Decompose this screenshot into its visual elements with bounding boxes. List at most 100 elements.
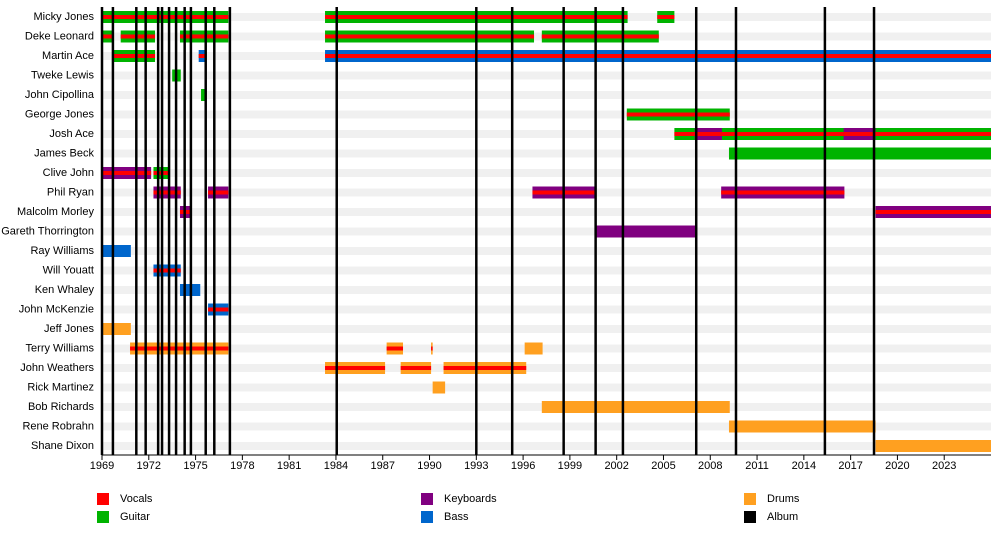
member-bar [102, 323, 131, 335]
row-band [102, 383, 991, 392]
member-bar-stripe [626, 112, 730, 117]
legend-label: Drums [767, 493, 800, 505]
member-bar-stripe [657, 15, 675, 19]
legend-swatch [744, 493, 756, 505]
member-bar-stripe [400, 366, 432, 370]
x-tick-label: 1975 [183, 460, 207, 472]
x-tick-label: 2014 [792, 460, 816, 472]
member-bar-stripe [130, 346, 229, 351]
x-tick-label: 1990 [417, 460, 441, 472]
row-band [102, 422, 991, 431]
member-bar [541, 401, 730, 413]
legend-swatch [97, 511, 109, 523]
legend-label: Bass [444, 511, 469, 523]
x-tick-label: 2011 [745, 460, 769, 472]
x-tick-label: 2023 [932, 460, 956, 472]
member-bar-stripe [443, 366, 527, 370]
member-name: Will Youatt [43, 264, 94, 276]
x-tick-label: 1972 [137, 460, 161, 472]
row-band [102, 149, 991, 158]
row-band [102, 344, 991, 353]
legend-label: Vocals [120, 493, 153, 505]
x-tick-label: 1999 [558, 460, 582, 472]
x-tick-label: 2020 [885, 460, 909, 472]
member-bar-stripe [112, 54, 156, 58]
member-bar-stripe [102, 15, 229, 19]
legend-swatch [421, 511, 433, 523]
member-bar-stripe [694, 132, 722, 136]
member-bar-stripe [153, 268, 181, 273]
member-name: Bob Richards [28, 401, 95, 413]
member-bar-stripe [102, 34, 113, 39]
member-bar [728, 147, 991, 160]
member-name: James Beck [34, 147, 94, 159]
row-band [102, 266, 991, 275]
row-band [102, 71, 991, 80]
member-bar-stripe [208, 190, 229, 195]
member-bar-stripe [179, 34, 229, 39]
x-tick-label: 1984 [324, 460, 348, 472]
row-band [102, 364, 991, 372]
row-band [102, 208, 991, 216]
x-tick-label: 2017 [838, 460, 862, 472]
member-bar [201, 89, 206, 101]
member-bar-stripe [102, 171, 152, 175]
x-tick-label: 1978 [230, 460, 254, 472]
member-name: Ray Williams [30, 245, 94, 257]
member-bar-stripe [843, 132, 876, 136]
member-bar-stripe [721, 190, 845, 195]
member-name: Micky Jones [33, 11, 94, 23]
member-bar [432, 381, 446, 394]
row-band [102, 442, 991, 450]
member-bar-stripe [541, 34, 659, 39]
row-band [102, 247, 991, 255]
x-tick-label: 1987 [370, 460, 394, 472]
member-bar-stripe [875, 210, 991, 214]
x-tick-label: 1993 [464, 460, 488, 472]
row-band [102, 286, 991, 294]
row-band [102, 169, 991, 177]
member-bar-stripe [674, 132, 991, 136]
member-name: Terry Williams [26, 342, 95, 354]
row-band [102, 110, 991, 119]
member-name: Shane Dixon [31, 440, 94, 452]
legend-label: Guitar [120, 511, 150, 523]
member-bar-stripe [198, 54, 207, 58]
row-band [102, 305, 991, 314]
legend-label: Keyboards [444, 493, 497, 505]
member-name: Tweke Lewis [31, 69, 94, 81]
member-name: Malcolm Morley [17, 206, 95, 218]
member-bar [102, 245, 131, 257]
member-name: John McKenzie [19, 303, 94, 315]
member-bar [875, 440, 991, 452]
legend-swatch [97, 493, 109, 505]
x-tick-label: 1981 [277, 460, 301, 472]
legend-swatch [744, 511, 756, 523]
member-bar-stripe [153, 190, 181, 195]
row-band [102, 227, 991, 236]
member-name: Josh Ace [49, 128, 94, 140]
member-bar [596, 225, 696, 238]
member-name: Phil Ryan [47, 186, 94, 198]
member-name: George Jones [25, 108, 95, 120]
x-tick-label: 2002 [604, 460, 628, 472]
row-band [102, 130, 991, 138]
member-bar-stripe [431, 346, 433, 351]
member-name: Clive John [43, 167, 94, 179]
member-name: Martin Ace [42, 50, 94, 62]
row-band [102, 91, 991, 99]
member-bar-stripe [386, 346, 404, 351]
member-name: Ken Whaley [35, 284, 95, 296]
member-bar [524, 342, 543, 355]
member-bar [728, 420, 876, 433]
legend-swatch [421, 493, 433, 505]
member-name: Rick Martinez [27, 381, 94, 393]
x-tick-label: 2005 [651, 460, 675, 472]
member-bar-stripe [120, 34, 156, 39]
member-name: Rene Robrahn [22, 420, 94, 432]
member-name: Gareth Thorrington [1, 225, 94, 237]
x-tick-label: 1969 [90, 460, 114, 472]
row-band [102, 325, 991, 333]
legend-label: Album [767, 511, 798, 523]
